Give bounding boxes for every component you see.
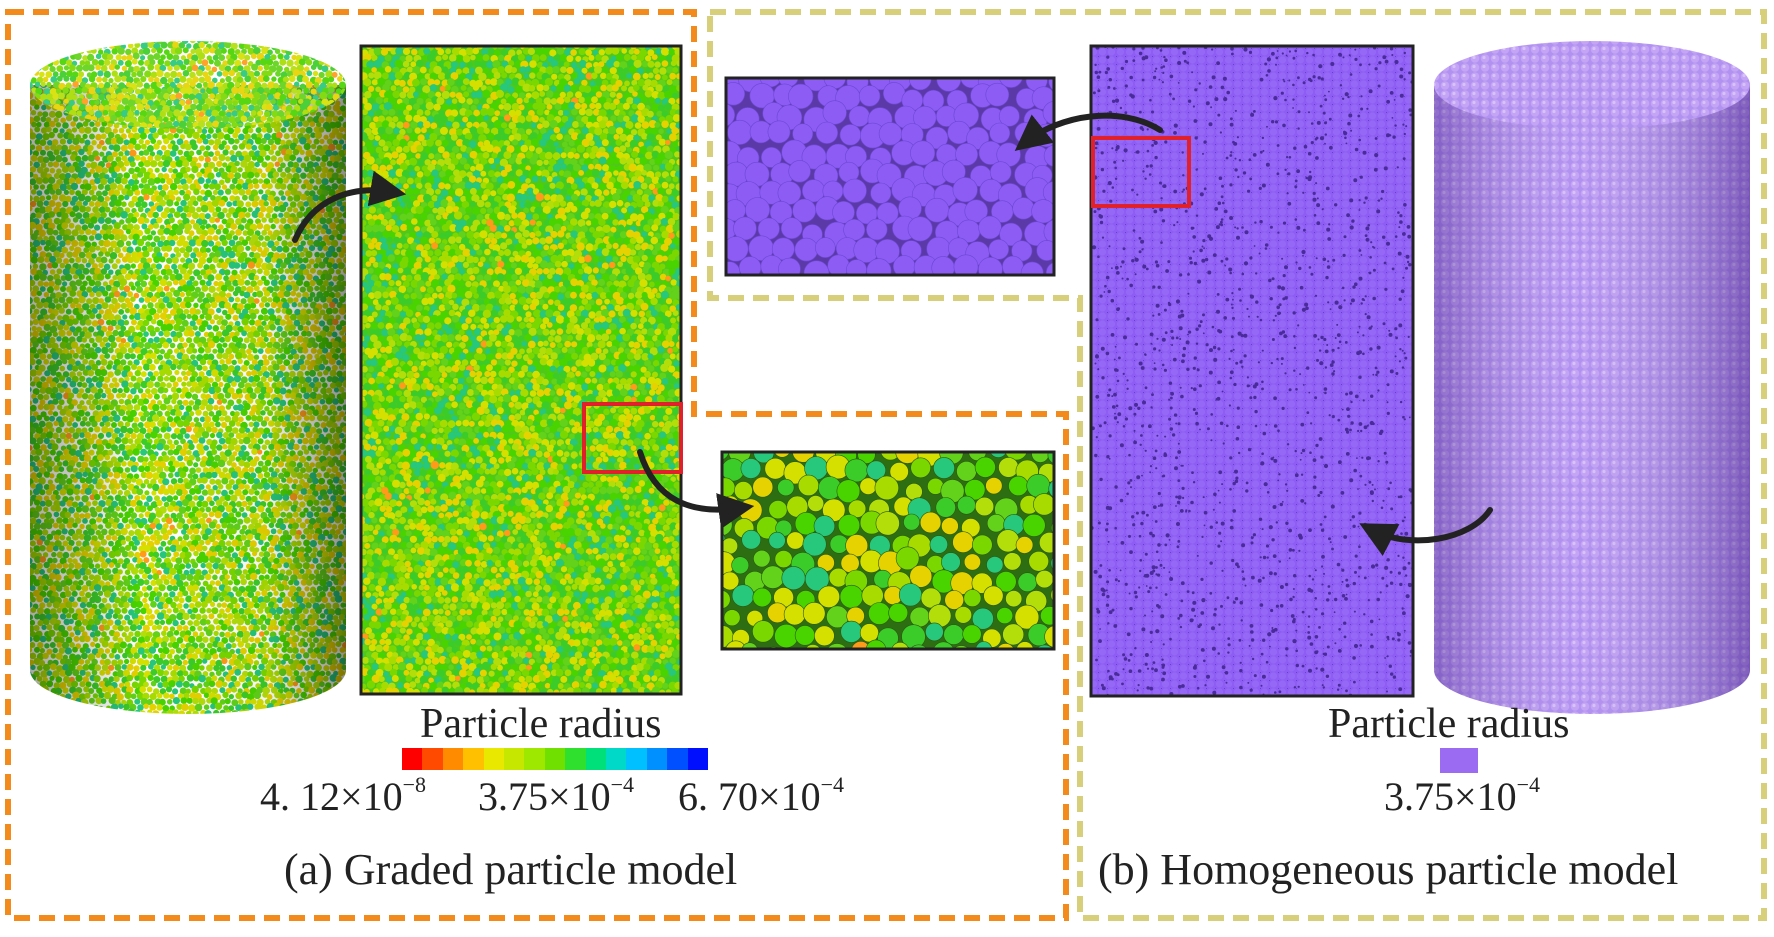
panel-a-tick-max: 6. 70×10−4 [678,772,844,820]
colorbar-segment [504,748,524,770]
panel-a-cross-section [349,41,692,703]
panel-a-zoom-inset [690,437,1081,667]
panel-b-legend-title: Particle radius [1328,700,1569,748]
colorbar-segment [402,748,422,770]
colorbar-segment [647,748,667,770]
panel-a-tick-mid: 3.75×10−4 [478,772,634,820]
colorbar-segment [565,748,585,770]
panel-b-cylinder [1434,41,1750,715]
panel-b-tick: 3.75×10−4 [1384,772,1540,820]
panel-b-caption: (b) Homogeneous particle model [1098,844,1678,895]
panel-a-legend-title: Particle radius [420,700,661,748]
panel-a-colorbar [402,748,708,770]
colorbar-segment [626,748,646,770]
colorbar-segment [545,748,565,770]
colorbar-segment [586,748,606,770]
colorbar-segment [443,748,463,770]
colorbar-segment [667,748,687,770]
panel-a-cylinder [19,35,356,729]
colorbar-segment [463,748,483,770]
colorbar-segment [606,748,626,770]
colorbar-segment [524,748,544,770]
panel-b-cross-section [1089,45,1414,698]
colorbar-segment [422,748,442,770]
panel-a-caption: (a) Graded particle model [284,844,737,895]
colorbar-segment [688,748,708,770]
panel-a-tick-min: 4. 12×10−8 [260,772,426,820]
panel-b-swatch [1440,748,1478,773]
panel-b-zoom-inset [691,64,1083,304]
colorbar-segment [484,748,504,770]
